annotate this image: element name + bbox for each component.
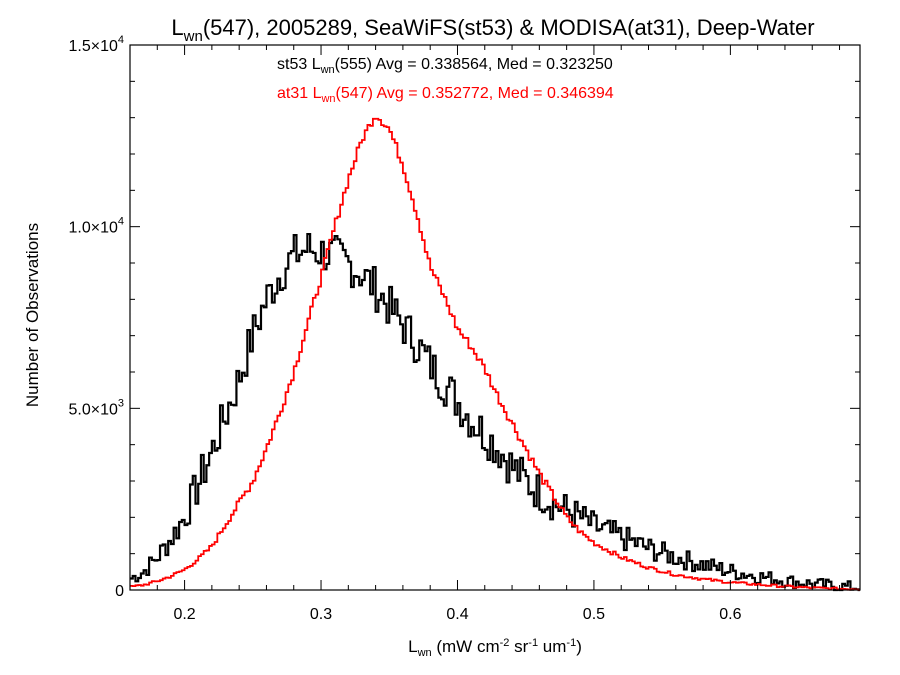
series-line-1 xyxy=(130,117,860,591)
annotations: st53 Lwn(555) Avg = 0.338564, Med = 0.32… xyxy=(277,56,614,105)
tick-layer: 0.2 0.3 0.4 0.5 0.6 0 5.0×103 1.0×104 1.5×104 xyxy=(68,34,860,623)
series-layer xyxy=(130,117,860,592)
x-tick-label-3: 0.5 xyxy=(583,606,605,623)
x-tick-label-2: 0.4 xyxy=(446,606,468,623)
x-axis-label: Lwn (mW cm-2 sr-1 um-1) xyxy=(408,637,582,659)
y-tick-label-3: 1.5×104 xyxy=(68,34,124,55)
annotation-at31: at31 Lwn(547) Avg = 0.352772, Med = 0.34… xyxy=(277,85,614,105)
x-tick-label-0: 0.2 xyxy=(173,606,195,623)
y-tick-label-1: 5.0×103 xyxy=(68,397,124,418)
y-tick-label-0: 0 xyxy=(115,583,124,600)
y-axis-label: Number of Observations xyxy=(23,223,42,407)
x-tick-label-4: 0.6 xyxy=(719,606,741,623)
plot-frame xyxy=(129,44,861,591)
annotation-st53: st53 Lwn(555) Avg = 0.338564, Med = 0.32… xyxy=(277,56,613,76)
series-line-0 xyxy=(130,232,860,592)
y-tick-label-2: 1.0×104 xyxy=(68,216,124,237)
x-tick-label-1: 0.3 xyxy=(310,606,332,623)
chart-title: Lwn(547), 2005289, SeaWiFS(st53) & MODIS… xyxy=(171,15,814,45)
